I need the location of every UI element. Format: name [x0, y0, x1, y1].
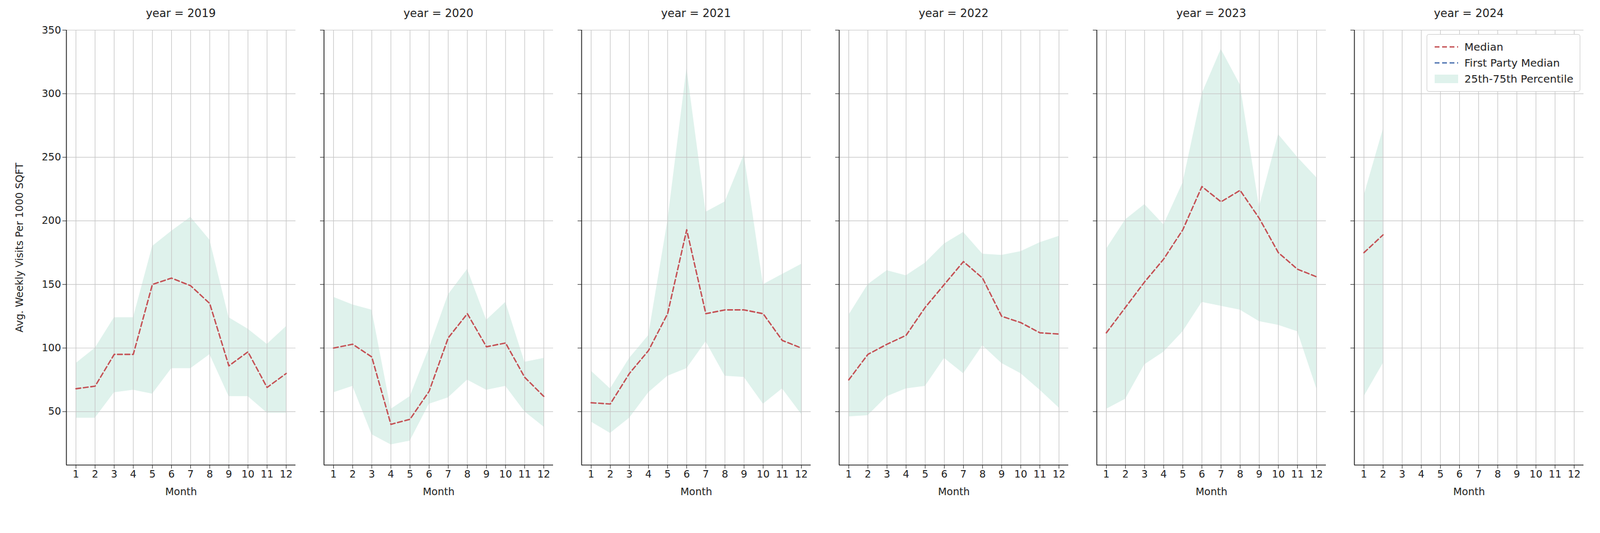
svg-text:6: 6 [426, 468, 433, 480]
svg-text:7: 7 [1475, 468, 1482, 480]
svg-text:3: 3 [1398, 468, 1406, 480]
svg-text:12: 12 [279, 468, 293, 480]
svg-text:2: 2 [91, 468, 99, 480]
svg-text:10: 10 [1272, 468, 1285, 480]
svg-text:4: 4 [387, 468, 395, 480]
svg-text:Month: Month [422, 485, 455, 498]
svg-text:4: 4 [1418, 468, 1425, 480]
svg-text:1: 1 [845, 468, 852, 480]
svg-text:3: 3 [1141, 468, 1148, 480]
svg-text:8: 8 [721, 468, 728, 480]
svg-text:8: 8 [1236, 468, 1244, 480]
svg-text:3: 3 [110, 468, 118, 480]
html-text:25th-75th Percentile: 25th-75th Percentile [1464, 72, 1574, 86]
svg-text:8: 8 [206, 468, 213, 480]
svg-text:Avg. Weekly Visits Per 1000 SQ: Avg. Weekly Visits Per 1000 SQFT [13, 162, 26, 333]
svg-text:Month: Month [1195, 485, 1228, 498]
svg-text:10: 10 [1529, 468, 1543, 480]
svg-text:9: 9 [483, 468, 490, 480]
svg-text:7: 7 [187, 468, 194, 480]
html-text:year = 2019: year = 2019 [145, 6, 216, 20]
svg-text:Month: Month [938, 485, 971, 498]
html-text:year = 2020: year = 2020 [403, 6, 474, 20]
svg-text:2: 2 [606, 468, 614, 480]
svg-text:5: 5 [406, 468, 414, 480]
svg-text:8: 8 [464, 468, 471, 480]
svg-text:7: 7 [1217, 468, 1224, 480]
svg-text:6: 6 [168, 468, 175, 480]
svg-text:6: 6 [1456, 468, 1463, 480]
svg-text:11: 11 [260, 468, 274, 480]
svg-text:1: 1 [330, 468, 337, 480]
svg-text:12: 12 [1052, 468, 1066, 480]
svg-text:50: 50 [48, 405, 61, 418]
svg-text:9: 9 [998, 468, 1005, 480]
svg-text:3: 3 [626, 468, 633, 480]
svg-text:100: 100 [41, 341, 61, 354]
svg-text:250: 250 [41, 150, 61, 163]
svg-text:9: 9 [740, 468, 748, 480]
svg-text:10: 10 [756, 468, 770, 480]
svg-text:3: 3 [368, 468, 375, 480]
svg-text:2: 2 [349, 468, 356, 480]
svg-text:7: 7 [444, 468, 452, 480]
svg-text:5: 5 [149, 468, 156, 480]
svg-text:8: 8 [979, 468, 986, 480]
svg-text:1: 1 [1102, 468, 1110, 480]
svg-text:9: 9 [225, 468, 232, 480]
svg-text:12: 12 [794, 468, 808, 480]
svg-text:3: 3 [883, 468, 891, 480]
svg-text:4: 4 [645, 468, 652, 480]
svg-text:1: 1 [587, 468, 595, 480]
svg-text:5: 5 [1437, 468, 1444, 480]
svg-text:150: 150 [41, 278, 61, 291]
svg-text:11: 11 [518, 468, 532, 480]
svg-text:7: 7 [960, 468, 967, 480]
svg-text:2: 2 [864, 468, 871, 480]
svg-text:6: 6 [683, 468, 691, 480]
svg-text:10: 10 [499, 468, 512, 480]
svg-text:5: 5 [1179, 468, 1187, 480]
svg-text:350: 350 [41, 24, 61, 36]
svg-text:4: 4 [1160, 468, 1167, 480]
svg-text:6: 6 [1198, 468, 1206, 480]
svg-text:11: 11 [1033, 468, 1047, 480]
html-text:First Party Median: First Party Median [1464, 56, 1560, 70]
html-text:Median: Median [1464, 40, 1504, 54]
svg-text:10: 10 [241, 468, 255, 480]
svg-text:2: 2 [1122, 468, 1129, 480]
svg-text:9: 9 [1256, 468, 1263, 480]
html-text:year = 2021: year = 2021 [661, 6, 731, 20]
svg-text:11: 11 [776, 468, 789, 480]
svg-text:5: 5 [664, 468, 671, 480]
svg-text:9: 9 [1513, 468, 1520, 480]
svg-text:4: 4 [130, 468, 137, 480]
svg-text:12: 12 [1309, 468, 1323, 480]
svg-text:11: 11 [1291, 468, 1304, 480]
svg-text:12: 12 [537, 468, 550, 480]
svg-text:6: 6 [941, 468, 948, 480]
svg-text:7: 7 [702, 468, 709, 480]
html-text:year = 2022: year = 2022 [918, 6, 989, 20]
svg-text:Month: Month [680, 485, 713, 498]
html-text:year = 2023: year = 2023 [1176, 6, 1247, 20]
svg-text:8: 8 [1494, 468, 1501, 480]
html-text:year = 2024: year = 2024 [1433, 6, 1504, 20]
svg-text:5: 5 [922, 468, 929, 480]
svg-text:200: 200 [41, 214, 61, 227]
svg-text:Month: Month [165, 485, 198, 498]
svg-text:10: 10 [1014, 468, 1028, 480]
svg-text:1: 1 [1360, 468, 1367, 480]
svg-text:4: 4 [902, 468, 910, 480]
svg-text:12: 12 [1567, 468, 1581, 480]
svg-text:1: 1 [72, 468, 79, 480]
svg-text:11: 11 [1548, 468, 1562, 480]
svg-text:300: 300 [41, 87, 61, 100]
svg-text:Month: Month [1453, 485, 1486, 498]
svg-text:2: 2 [1379, 468, 1387, 480]
